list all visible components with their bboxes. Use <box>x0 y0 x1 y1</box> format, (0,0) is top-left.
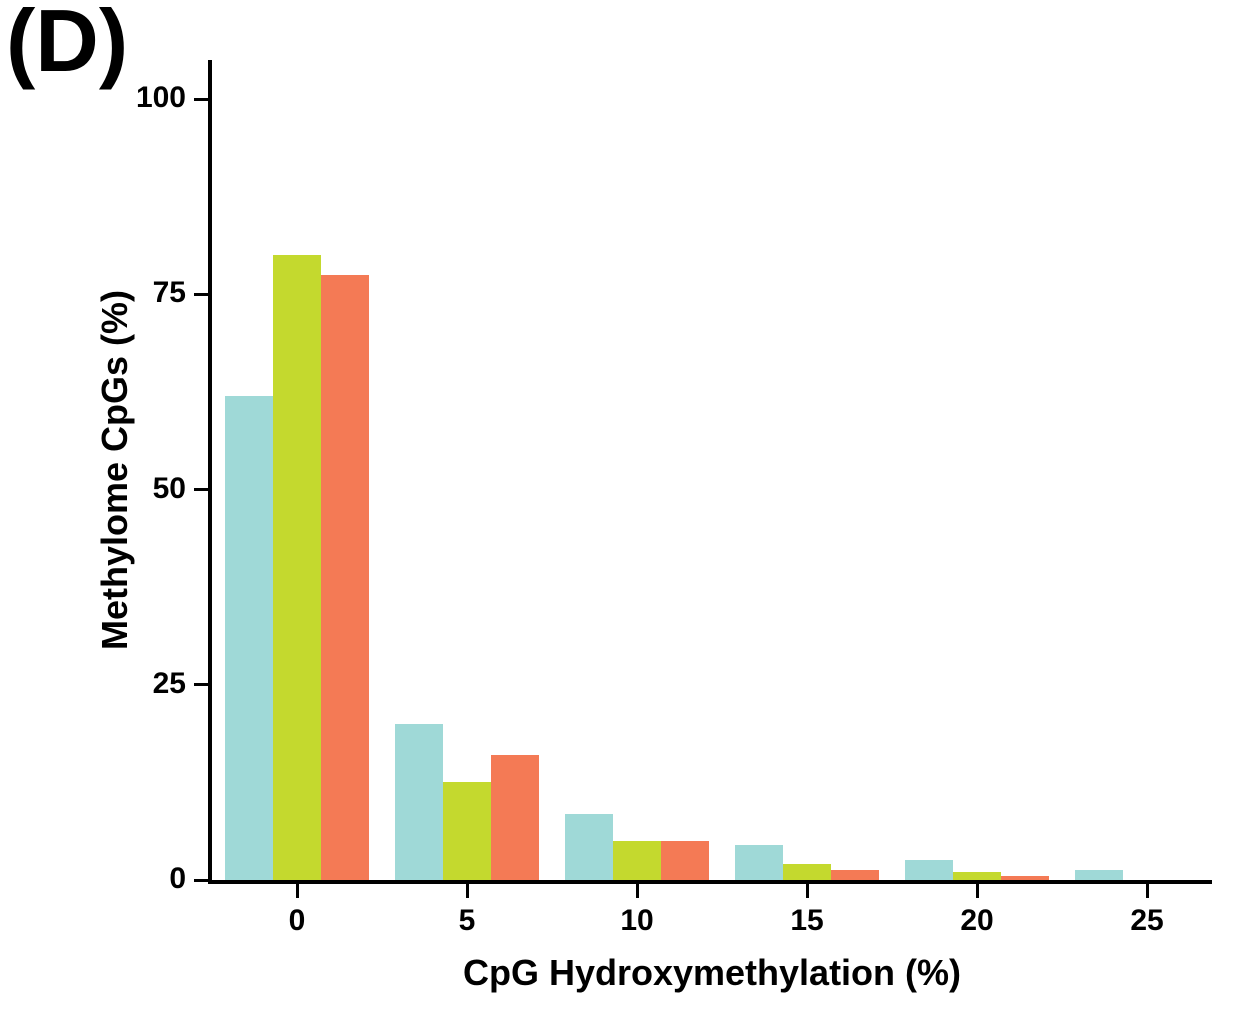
x-tick <box>636 884 639 898</box>
bar-series3 <box>321 275 369 880</box>
plot-area <box>212 60 1212 880</box>
x-tick <box>806 884 809 898</box>
x-tick-label: 15 <box>767 904 847 938</box>
bar-series3 <box>661 841 709 880</box>
bar-series2 <box>273 255 321 880</box>
bar-series1 <box>225 396 273 880</box>
y-tick <box>194 98 208 101</box>
x-tick-label: 5 <box>427 904 507 938</box>
bar-series3 <box>491 755 539 880</box>
x-tick <box>296 884 299 898</box>
y-tick <box>194 683 208 686</box>
x-axis-title: CpG Hydroxymethylation (%) <box>212 952 1212 994</box>
bar-series2 <box>953 872 1001 880</box>
bar-series3 <box>831 870 879 880</box>
bar-series1 <box>395 724 443 880</box>
y-axis-line <box>208 60 212 884</box>
bar-series1 <box>565 814 613 880</box>
bar-series2 <box>783 864 831 880</box>
bar-series2 <box>443 782 491 880</box>
x-tick <box>466 884 469 898</box>
bar-series2 <box>613 841 661 880</box>
x-axis-line <box>208 880 1212 884</box>
y-tick <box>194 879 208 882</box>
bar-series1 <box>905 860 953 880</box>
y-tick <box>194 293 208 296</box>
y-tick <box>194 488 208 491</box>
x-tick-label: 20 <box>937 904 1017 938</box>
x-tick-label: 25 <box>1107 904 1187 938</box>
y-axis-title: Methylome CpGs (%) <box>94 60 136 880</box>
x-tick <box>976 884 979 898</box>
x-tick-label: 0 <box>257 904 337 938</box>
x-tick-label: 10 <box>597 904 677 938</box>
x-tick <box>1146 884 1149 898</box>
bar-series1 <box>735 845 783 880</box>
bar-series1 <box>1075 870 1123 880</box>
